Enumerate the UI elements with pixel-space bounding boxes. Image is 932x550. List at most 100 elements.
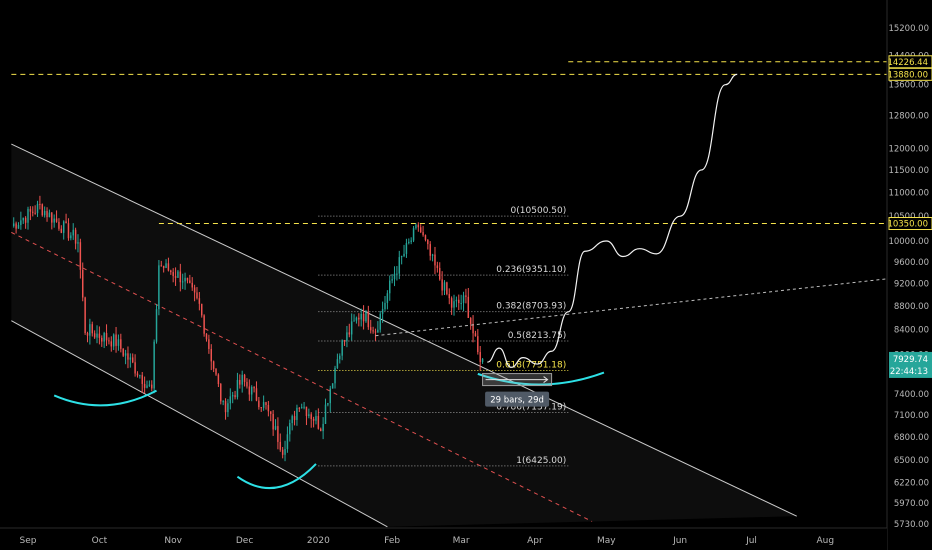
candle-body	[262, 402, 265, 408]
channel-lower-line	[11, 320, 388, 528]
candle-body	[439, 267, 441, 280]
candle-body	[277, 426, 279, 442]
candle-body	[327, 403, 329, 405]
candle-body	[115, 334, 117, 346]
price-tick-15: 7400.00	[894, 390, 929, 400]
candle-body	[36, 203, 39, 214]
candle-body	[222, 401, 224, 403]
price-tick-17: 6800.00	[894, 433, 929, 443]
candle-body	[274, 426, 277, 430]
candle-body	[24, 217, 27, 223]
candle-body	[308, 414, 310, 417]
candle-body	[212, 361, 215, 369]
candle-body	[339, 355, 341, 360]
candle-body	[358, 317, 360, 320]
candle-body	[146, 385, 148, 388]
candle-body	[234, 395, 236, 398]
candle-body	[377, 329, 379, 333]
time-axis: Sep Oct Nov Dec 2020 Feb Mar Apr May Jun Jul Aug	[0, 527, 887, 550]
time-label-1: Oct	[92, 536, 108, 546]
candle-body	[239, 379, 241, 385]
candle-body	[355, 317, 358, 321]
candle-body	[350, 321, 353, 335]
candle-body	[315, 416, 317, 421]
candle-body	[462, 295, 465, 304]
candle-body	[62, 221, 65, 233]
arc-2	[477, 371, 605, 386]
candle-body	[196, 292, 198, 299]
candle-body	[148, 384, 151, 386]
candle-body	[289, 423, 291, 435]
candle-body	[74, 229, 77, 244]
candle-body	[39, 203, 41, 205]
candle-body	[265, 402, 267, 405]
time-label-4: 2020	[307, 536, 330, 546]
candle-body	[108, 340, 110, 342]
candle-body	[474, 333, 477, 337]
candle-body	[469, 317, 472, 324]
candle-body	[379, 313, 381, 330]
time-label-2: Nov	[164, 536, 182, 546]
candle-body	[110, 341, 113, 347]
candle-body	[320, 428, 322, 432]
candle-body	[184, 277, 186, 282]
candle-body	[410, 240, 412, 242]
candle-body	[60, 228, 63, 233]
candle-body	[455, 299, 458, 302]
candle-body	[458, 299, 460, 304]
candle-body	[136, 373, 139, 376]
candle-body	[160, 265, 163, 267]
candle-body	[17, 225, 20, 229]
candle-body	[424, 235, 427, 240]
candle-body	[82, 269, 84, 298]
candle-body	[372, 330, 374, 332]
candle-body	[120, 339, 122, 349]
candle-body	[151, 384, 153, 389]
current-price-label: 7929.74	[893, 355, 928, 365]
candle-body	[334, 367, 336, 384]
candle-body	[143, 383, 146, 388]
candle-body	[346, 332, 348, 341]
candle-body	[465, 295, 467, 297]
candle-body	[48, 212, 51, 218]
price-tick-11: 9200.00	[894, 279, 929, 289]
price-tick-12: 8800.00	[894, 302, 929, 312]
candles	[12, 195, 484, 462]
candle-body	[441, 279, 443, 291]
candle-body	[253, 387, 255, 389]
candle-body	[365, 311, 367, 322]
candle-body	[32, 211, 34, 213]
candle-body	[34, 212, 36, 214]
candle-body	[279, 441, 282, 450]
candle-body	[67, 223, 70, 239]
fib-label-0: 0(10500.50)	[511, 206, 567, 216]
candle-body	[193, 287, 196, 293]
current-price-badge	[889, 351, 932, 378]
hline-label-0: 14226.44	[887, 58, 928, 68]
projection-path	[487, 73, 738, 368]
candle-body	[450, 298, 453, 308]
price-tick-4: 12800.00	[888, 112, 929, 122]
candle-body	[400, 256, 403, 258]
candle-body	[391, 279, 393, 281]
hline-label-2: 10350.00	[887, 220, 928, 230]
candle-body	[215, 368, 217, 375]
candle-body	[103, 333, 105, 342]
candle-body	[55, 218, 58, 222]
time-axis-bg	[0, 528, 887, 550]
candle-body	[460, 303, 462, 305]
candle-body	[267, 404, 270, 412]
price-tick-7: 11000.00	[888, 189, 929, 199]
fib-label-1: 0.236(9351.10)	[496, 265, 566, 275]
candle-body	[298, 407, 301, 409]
candle-body	[389, 280, 391, 294]
candle-body	[246, 381, 248, 387]
price-tick-16: 7100.00	[894, 411, 929, 421]
candle-body	[227, 403, 229, 413]
candle-body	[405, 243, 408, 254]
candle-body	[91, 324, 93, 334]
candle-body	[481, 358, 484, 362]
candle-body	[15, 223, 17, 229]
candle-body	[291, 416, 293, 424]
